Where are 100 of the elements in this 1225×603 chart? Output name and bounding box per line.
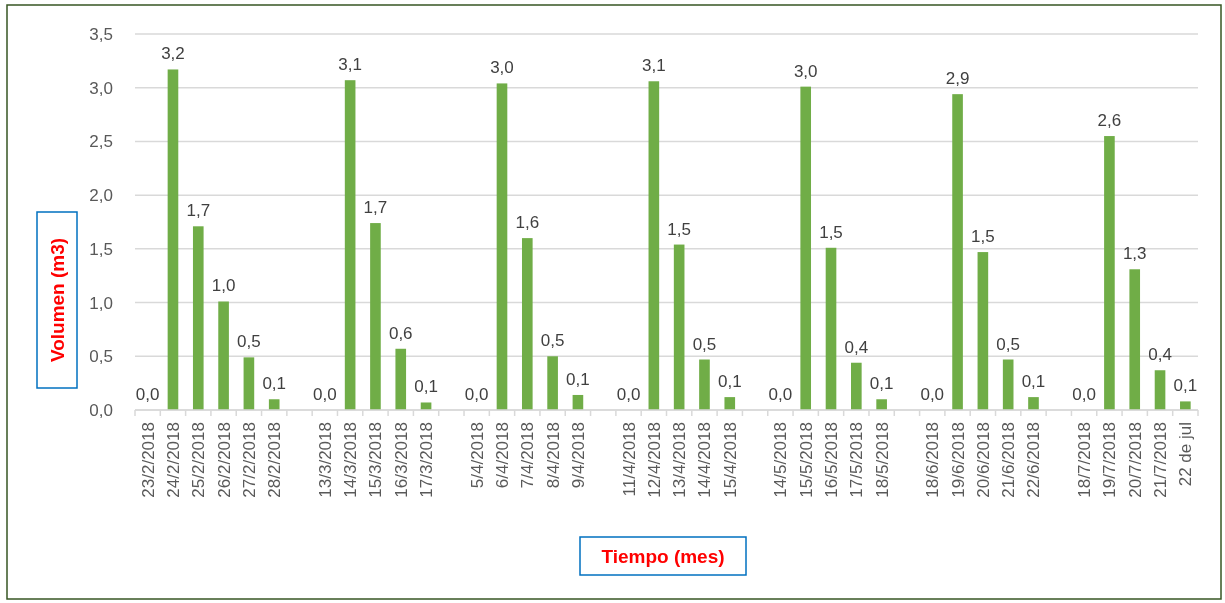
x-tick-label: 8/4/2018	[543, 422, 563, 489]
data-label: 3,0	[490, 58, 514, 78]
data-label: 3,0	[793, 61, 818, 81]
bar	[192, 226, 204, 410]
data-label: 1,5	[819, 222, 843, 242]
data-label: 3,1	[338, 55, 362, 75]
bar	[268, 399, 280, 410]
bar	[1180, 401, 1191, 410]
data-label: 0,1	[262, 374, 287, 394]
y-tick-label: 0,0	[89, 400, 113, 420]
x-tick-label: 6/4/2018	[492, 422, 512, 489]
data-label: 2,6	[1097, 111, 1122, 131]
data-label: 0,1	[414, 377, 438, 397]
data-label: 0,5	[540, 331, 565, 351]
bar	[370, 223, 381, 410]
bar	[952, 94, 963, 410]
data-label: 0,0	[313, 385, 337, 404]
x-tick-label: 16/5/2018	[822, 422, 842, 498]
y-tick-label: 0,5	[89, 347, 113, 367]
data-label: 0,5	[237, 332, 261, 352]
data-label: 1,7	[363, 198, 388, 218]
x-tick-label: 12/4/2018	[644, 422, 664, 498]
data-label: 0,6	[388, 323, 413, 343]
data-label: 2,9	[945, 69, 970, 89]
x-tick-label: 13/4/2018	[670, 422, 690, 498]
data-label: 1,6	[515, 213, 540, 233]
x-tick-label: 20/6/2018	[973, 422, 993, 498]
data-label: 0,0	[464, 385, 489, 404]
data-label: 0,1	[717, 372, 742, 392]
bar	[851, 362, 862, 410]
y-tick-label: 1,0	[89, 293, 113, 313]
data-label: 0,4	[1148, 345, 1172, 365]
data-label: 3,1	[642, 56, 666, 76]
x-tick-label: 25/2/2018	[189, 422, 209, 498]
data-label: 1,0	[211, 276, 236, 296]
x-tick-label: 14/3/2018	[341, 422, 361, 498]
bar	[1028, 397, 1039, 410]
bar	[218, 301, 229, 410]
y-tick-label: 2,5	[89, 132, 113, 152]
x-tick-label: 23/2/2018	[138, 422, 158, 498]
bar	[724, 397, 736, 410]
x-tick-label: 26/2/2018	[214, 422, 234, 498]
data-label: 0,0	[616, 385, 641, 404]
x-tick-label: 16/3/2018	[391, 422, 411, 498]
x-tick-label: 22 de jul	[1176, 422, 1196, 487]
bar	[167, 69, 179, 410]
data-label: 0,4	[844, 337, 869, 357]
bar	[825, 247, 837, 410]
x-tick-label: 15/3/2018	[366, 422, 386, 498]
data-label: 1,5	[971, 227, 995, 247]
x-tick-label: 7/4/2018	[518, 422, 538, 489]
x-tick-label: 20/7/2018	[1125, 422, 1145, 498]
bar	[648, 81, 660, 410]
x-tick-label: 15/5/2018	[796, 422, 816, 498]
x-tick-label: 17/3/2018	[417, 422, 437, 498]
x-tick-label: 15/4/2018	[720, 422, 740, 498]
bar	[673, 244, 685, 410]
x-tick-label: 14/5/2018	[771, 422, 791, 498]
data-label: 3,2	[161, 44, 185, 64]
bar	[547, 356, 558, 410]
bar	[344, 80, 356, 410]
x-tick-label: 27/2/2018	[239, 422, 259, 498]
bar	[800, 86, 812, 410]
bar	[243, 357, 255, 410]
x-axis-title: Tiempo (mes)	[601, 546, 725, 567]
x-tick-label: 21/7/2018	[1151, 422, 1171, 498]
bar	[977, 252, 989, 410]
x-tick-label: 22/6/2018	[1024, 422, 1044, 498]
data-label: 0,0	[135, 385, 160, 404]
bar	[1154, 370, 1166, 410]
x-tick-label: 11/4/2018	[619, 422, 639, 497]
y-tick-label: 1,5	[89, 239, 113, 259]
data-label: 0,0	[920, 385, 945, 404]
x-tick-label: 9/4/2018	[568, 422, 588, 489]
data-label: 0,0	[1072, 385, 1096, 404]
x-tick-label: 28/2/2018	[265, 422, 285, 498]
data-label: 0,1	[566, 369, 590, 389]
data-label: 1,5	[667, 219, 691, 239]
data-label: 0,5	[692, 334, 717, 354]
data-label: 1,7	[186, 201, 211, 221]
data-label: 0,1	[1173, 376, 1198, 396]
x-tick-label: 13/3/2018	[315, 422, 335, 498]
y-tick-label: 3,0	[89, 78, 113, 98]
x-tick-label: 14/4/2018	[695, 422, 715, 498]
data-label: 0,0	[768, 385, 793, 404]
data-label: 0,1	[1021, 372, 1046, 392]
bar	[1129, 269, 1141, 410]
x-tick-label: 24/2/2018	[163, 422, 183, 498]
x-tick-label: 18/6/2018	[923, 422, 943, 498]
bar	[521, 238, 533, 410]
y-axis-title: Volumen (m3)	[47, 237, 68, 363]
y-tick-label: 3,5	[89, 24, 113, 44]
bar	[395, 348, 407, 410]
x-tick-label: 19/6/2018	[948, 422, 968, 498]
x-tick-label: 21/6/2018	[999, 422, 1019, 498]
y-tick-label: 2,0	[89, 186, 113, 206]
data-label: 0,5	[996, 334, 1020, 354]
bar	[1104, 136, 1115, 410]
x-tick-label: 19/7/2018	[1100, 422, 1120, 498]
data-label: 1,3	[1122, 244, 1147, 264]
